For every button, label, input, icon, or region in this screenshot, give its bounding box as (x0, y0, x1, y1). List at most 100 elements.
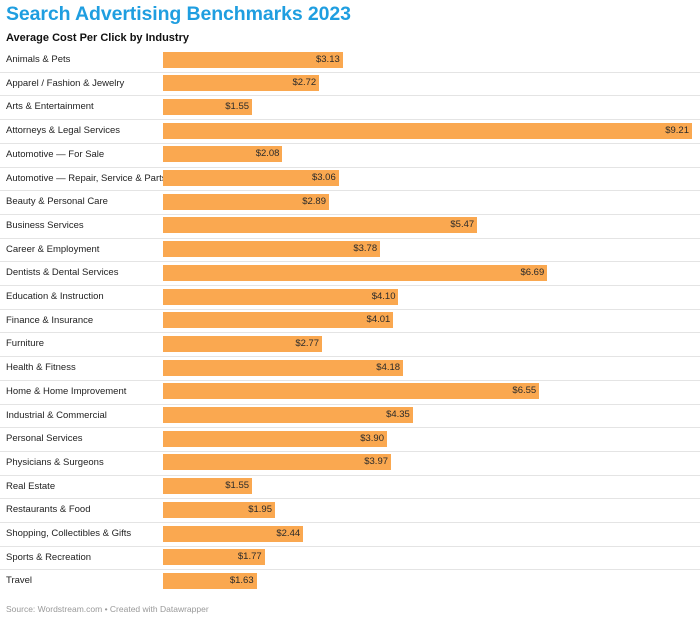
row-divider (0, 356, 700, 358)
row-divider (0, 522, 700, 523)
bar: $1.63 (163, 572, 257, 589)
category-label: Education & Instruction (6, 291, 104, 302)
category-label: Home & Home Improvement (6, 385, 127, 397)
row-divider (0, 142, 700, 144)
bar-value-label: $3.90 (360, 432, 384, 444)
chart-row: Furniture $2.77 (0, 332, 700, 356)
bar-value-label: $4.35 (386, 409, 410, 420)
bar-value-label: $6.69 (520, 266, 545, 278)
category-label: Dentists & Dental Services (6, 267, 119, 279)
row-divider (0, 450, 700, 452)
row-divider (0, 119, 700, 121)
bar: $6.55 (163, 383, 540, 400)
bar: $4.18 (163, 359, 404, 376)
bar: $4.10 (163, 288, 399, 305)
row-divider (0, 403, 700, 405)
chart-row: Health & Fitness $4.18 (0, 356, 700, 380)
category-label: Health & Fitness (6, 362, 76, 374)
source-note: Source: Wordstream.com • Created with Da… (6, 604, 209, 614)
chart-row: Physicians & Surgeons $3.97 (0, 451, 700, 475)
bar-value-label: $3.13 (315, 53, 340, 65)
category-label: Furniture (6, 338, 45, 350)
bar-value-label: $1.55 (225, 100, 250, 112)
chart-row: Shopping, Collectibles & Gifts $2.44 (0, 522, 700, 546)
category-label: Sports & Recreation (6, 551, 92, 563)
category-label: Restaurants & Food (6, 504, 91, 516)
bar: $6.69 (163, 264, 548, 281)
bar: $1.77 (163, 549, 265, 566)
bar: $3.06 (163, 170, 339, 186)
bar: $2.08 (163, 146, 283, 163)
bar-chart: Animals & Pets $3.13 Apparel / Fashion & J… (0, 48, 700, 596)
row-divider (0, 427, 700, 429)
row-divider (0, 71, 700, 73)
bar-value-label: $1.55 (225, 480, 250, 492)
bar: $2.89 (163, 193, 329, 210)
row-divider (0, 213, 700, 215)
bar: $3.90 (163, 430, 387, 447)
bar: $4.01 (163, 312, 394, 329)
category-label: Physicians & Surgeons (6, 456, 104, 468)
bar: $2.44 (163, 525, 304, 542)
bar-value-label: $9.21 (665, 124, 689, 136)
bar-value-label: $2.77 (295, 337, 320, 349)
chart-title: Search Advertising Benchmarks 2023 (6, 3, 351, 25)
chart-row: Career & Employment $3.78 (0, 238, 700, 262)
row-divider (0, 474, 700, 476)
category-label: Real Estate (6, 480, 56, 492)
category-label: Automotive — Repair, Service & Parts (6, 172, 167, 184)
row-divider (0, 308, 700, 310)
bar-value-label: $2.44 (276, 527, 301, 539)
chart-row: Sports & Recreation $1.77 (0, 546, 700, 570)
row-divider (0, 261, 700, 263)
bar-value-label: $2.89 (302, 195, 326, 207)
chart-row: Automotive — Repair, Service & Parts $3.0… (0, 167, 700, 191)
category-label: Animals & Pets (6, 54, 71, 65)
row-divider (0, 545, 700, 547)
chart-row: Personal Services $3.90 (0, 427, 700, 451)
category-label: Apparel / Fashion & Jewelry (6, 77, 125, 89)
bar: $1.55 (163, 98, 253, 115)
bar: $1.55 (163, 478, 253, 495)
category-label: Beauty & Personal Care (6, 196, 108, 208)
category-label: Automotive — For Sale (6, 148, 105, 160)
chart-row: Attorneys & Legal Services $9.21 (0, 119, 700, 143)
chart-row: Animals & Pets $3.13 (0, 48, 700, 72)
bar-value-label: $1.95 (248, 503, 272, 515)
bar-value-label: $3.78 (353, 243, 378, 255)
chart-row: Apparel / Fashion & Jewelry $2.72 (0, 72, 700, 96)
bar-value-label: $5.47 (450, 219, 475, 231)
bar: $9.21 (163, 122, 692, 139)
bar-value-label: $3.06 (311, 172, 336, 183)
row-divider (0, 285, 700, 286)
chart-row: Automotive — For Sale $2.08 (0, 143, 700, 167)
bar: $2.72 (163, 75, 320, 92)
bar: $2.77 (163, 335, 323, 352)
bar-value-label: $1.63 (229, 574, 254, 586)
bar: $3.13 (163, 51, 343, 68)
chart-subtitle: Average Cost Per Click by Industry (6, 32, 189, 44)
chart-row: Home & Home Improvement $6.55 (0, 380, 700, 404)
chart-row: Business Services $5.47 (0, 214, 700, 238)
bar-value-label: $1.77 (237, 551, 262, 563)
bar: $4.35 (163, 407, 413, 423)
chart-row: Beauty & Personal Care $2.89 (0, 190, 700, 214)
category-label: Arts & Entertainment (6, 101, 94, 113)
category-label: Career & Employment (6, 243, 100, 255)
bar-value-label: $4.18 (376, 361, 401, 373)
row-divider (0, 237, 700, 239)
category-label: Business Services (6, 219, 84, 231)
chart-row: Arts & Entertainment $1.55 (0, 95, 700, 119)
category-label: Travel (6, 575, 33, 587)
bar: $5.47 (163, 217, 478, 234)
chart-row: Restaurants & Food $1.95 (0, 498, 700, 522)
bar-value-label: $6.55 (512, 385, 537, 397)
bar-value-label: $2.08 (255, 148, 280, 160)
category-label: Shopping, Collectibles & Gifts (6, 528, 132, 539)
category-label: Attorneys & Legal Services (6, 125, 121, 137)
row-divider (0, 166, 700, 168)
row-divider (0, 190, 700, 192)
row-divider (0, 379, 700, 381)
chart-row: Dentists & Dental Services $6.69 (0, 261, 700, 285)
bar-value-label: $4.10 (371, 290, 396, 302)
